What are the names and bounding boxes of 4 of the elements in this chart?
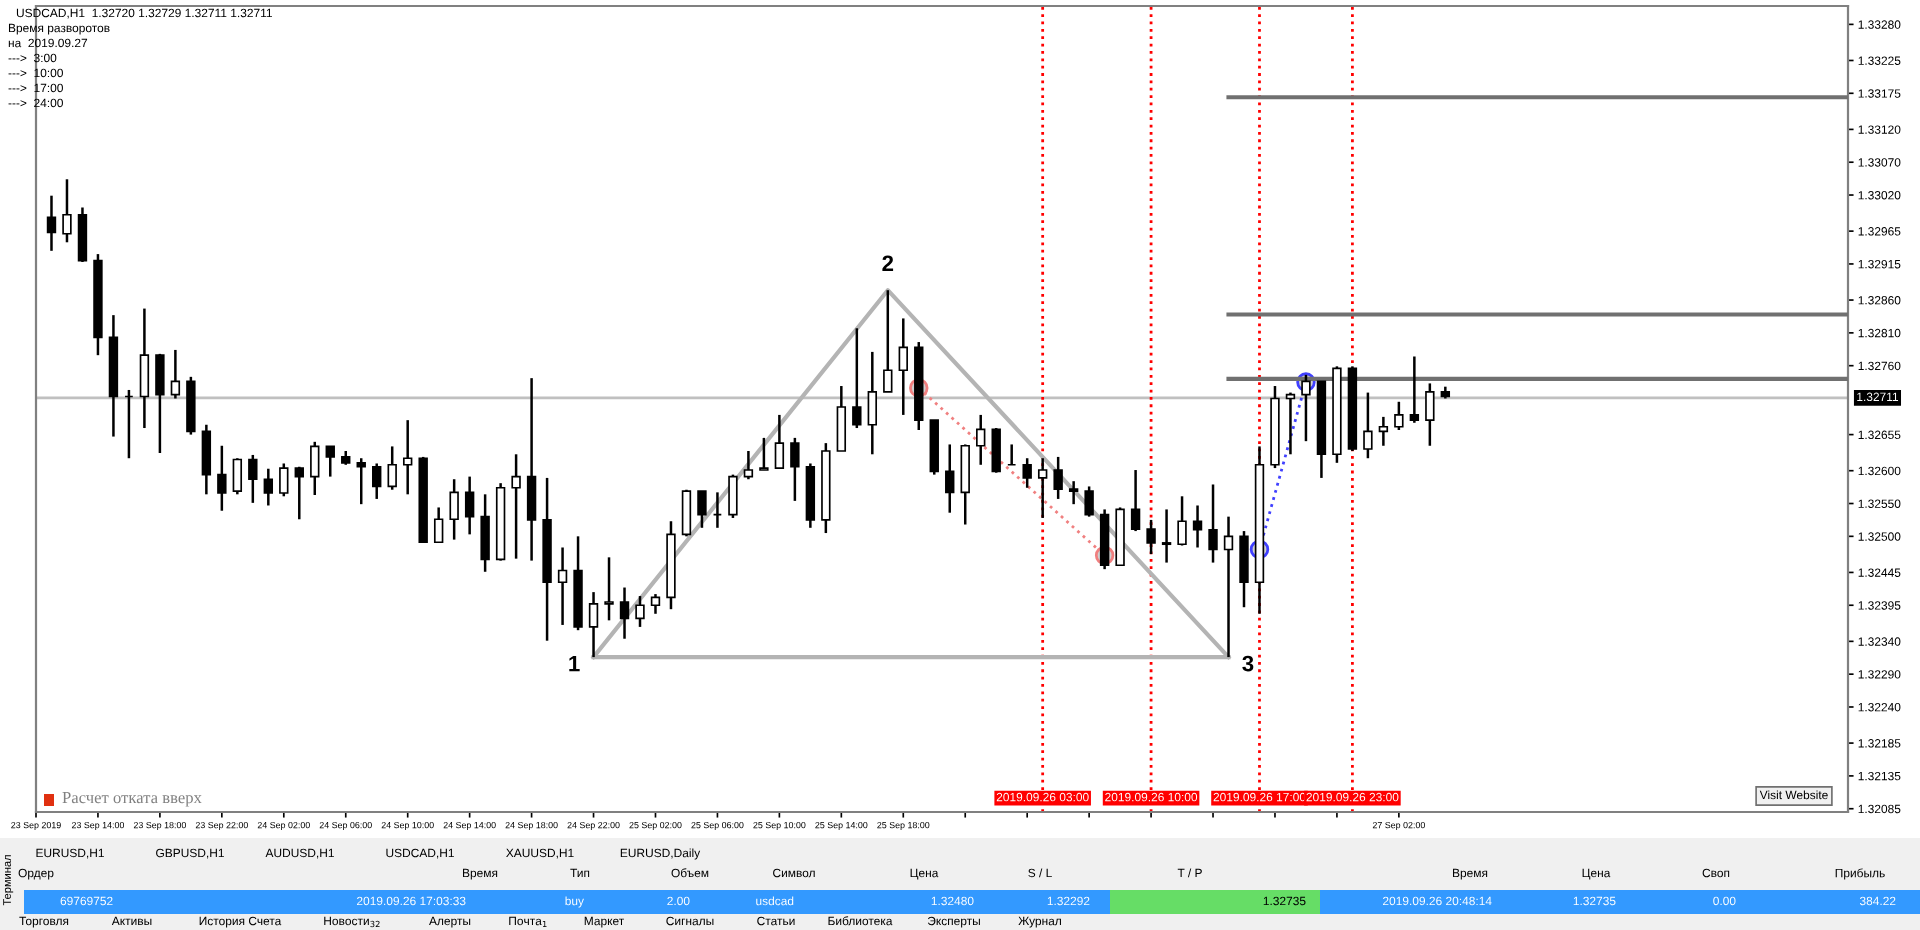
annotation: 2	[882, 255, 894, 271]
annotation: 3	[1242, 655, 1254, 672]
annotation: Расчет отката вверх	[62, 792, 202, 807]
annotation: 1	[569, 655, 580, 672]
